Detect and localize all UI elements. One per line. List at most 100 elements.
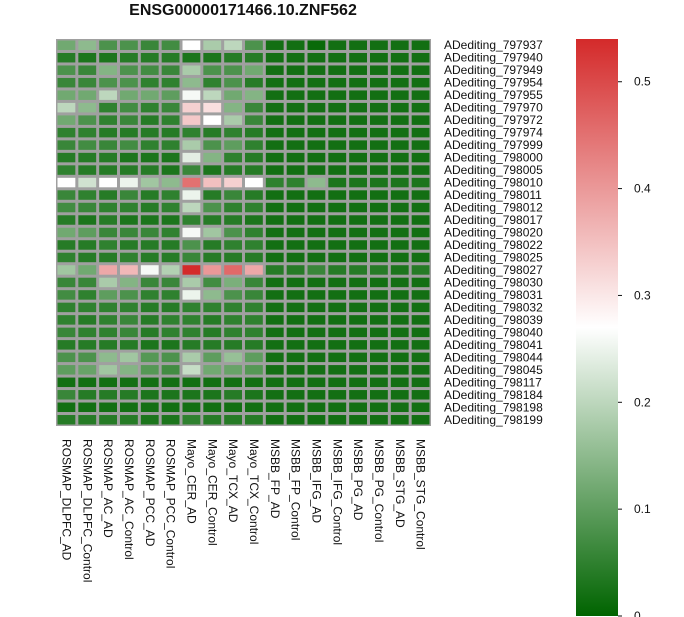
heatmap-cell bbox=[307, 152, 326, 163]
heatmap-cell bbox=[203, 202, 222, 213]
heatmap-cell bbox=[245, 177, 263, 188]
colorbar-tick-label: 0 bbox=[634, 609, 641, 617]
heatmap-cell bbox=[245, 140, 263, 150]
heatmap-cell bbox=[161, 327, 180, 338]
heatmap-cell bbox=[161, 40, 180, 50]
heatmap-cell bbox=[140, 315, 159, 325]
heatmap-cell bbox=[78, 390, 97, 400]
heatmap-cell bbox=[370, 115, 388, 125]
heatmap-cell bbox=[328, 177, 347, 188]
heatmap-cell bbox=[140, 202, 159, 213]
heatmap-cell bbox=[370, 340, 388, 350]
heatmap-cell bbox=[182, 90, 201, 100]
heatmap-cell bbox=[161, 265, 180, 275]
heatmap-cell bbox=[203, 302, 222, 313]
heatmap-cell bbox=[203, 252, 222, 263]
heatmap-cell bbox=[182, 315, 201, 325]
heatmap-cell bbox=[370, 327, 388, 338]
heatmap-cell bbox=[349, 390, 367, 400]
heatmap-cell bbox=[390, 302, 409, 313]
heatmap-cell bbox=[328, 102, 347, 113]
heatmap-cell bbox=[390, 340, 409, 350]
heatmap-cell bbox=[245, 227, 263, 238]
heatmap-cell bbox=[307, 240, 326, 250]
heatmap-cell bbox=[349, 315, 367, 325]
heatmap-cell bbox=[140, 215, 159, 225]
heatmap-cell bbox=[370, 365, 388, 375]
colorbar-gradient bbox=[576, 39, 618, 616]
heatmap-cell bbox=[286, 390, 305, 400]
row-label: ADediting_798041 bbox=[444, 338, 543, 352]
heatmap-cell bbox=[286, 40, 305, 50]
heatmap-cell bbox=[390, 177, 409, 188]
heatmap-cell bbox=[182, 77, 201, 88]
heatmap-cell bbox=[78, 102, 97, 113]
heatmap-cell bbox=[245, 215, 263, 225]
heatmap-cell bbox=[411, 415, 430, 425]
row-label: ADediting_798030 bbox=[444, 275, 543, 289]
row-label: ADediting_797940 bbox=[444, 51, 543, 65]
heatmap-cell bbox=[224, 290, 242, 300]
heatmap-cell bbox=[370, 77, 388, 88]
heatmap-cell bbox=[203, 102, 222, 113]
heatmap-cell bbox=[78, 165, 97, 175]
heatmap-cell bbox=[390, 215, 409, 225]
heatmap-cell bbox=[245, 40, 263, 50]
heatmap-cell bbox=[182, 65, 201, 75]
heatmap-cell bbox=[182, 140, 201, 150]
chart-title: ENSG00000171466.10.ZNF562 bbox=[129, 2, 357, 19]
heatmap-cell bbox=[370, 302, 388, 313]
heatmap-cell bbox=[307, 252, 326, 263]
heatmap-cell bbox=[370, 52, 388, 63]
heatmap-cell bbox=[99, 115, 117, 125]
heatmap-cell bbox=[411, 127, 430, 138]
heatmap-cell bbox=[411, 77, 430, 88]
row-label: ADediting_798000 bbox=[444, 151, 543, 165]
heatmap-cell bbox=[328, 40, 347, 50]
heatmap-cell bbox=[307, 190, 326, 200]
heatmap-cell bbox=[140, 77, 159, 88]
heatmap-cell bbox=[78, 352, 97, 363]
column-label: ROSMAP_DLPFC_Control bbox=[80, 439, 94, 582]
heatmap-cell bbox=[161, 390, 180, 400]
heatmap-cell bbox=[328, 415, 347, 425]
heatmap-cell bbox=[57, 90, 76, 100]
heatmap-cell bbox=[120, 202, 138, 213]
heatmap-cell bbox=[328, 352, 347, 363]
heatmap-cell bbox=[286, 227, 305, 238]
heatmap-cell bbox=[57, 327, 76, 338]
heatmap-cell bbox=[224, 402, 242, 413]
heatmap-cell bbox=[120, 340, 138, 350]
heatmap-cell bbox=[57, 290, 76, 300]
heatmap-cell bbox=[120, 215, 138, 225]
heatmap-cell bbox=[265, 290, 284, 300]
heatmap-cell bbox=[224, 327, 242, 338]
heatmap-cell bbox=[140, 40, 159, 50]
heatmap-cell bbox=[120, 40, 138, 50]
row-label: ADediting_798027 bbox=[444, 263, 543, 277]
column-label: ROSMAP_PCC_AD bbox=[143, 439, 157, 547]
heatmap-cell bbox=[411, 352, 430, 363]
heatmap-cell bbox=[99, 315, 117, 325]
heatmap-cell bbox=[120, 177, 138, 188]
colorbar-ticks: 0 0.1 0.2 0.3 0.4 0.5 bbox=[618, 75, 651, 617]
heatmap-cell bbox=[120, 377, 138, 388]
heatmap-cell bbox=[182, 402, 201, 413]
colorbar-tick-label: 0.5 bbox=[634, 75, 651, 89]
heatmap-cell bbox=[224, 52, 242, 63]
heatmap-cell bbox=[57, 390, 76, 400]
heatmap-cell bbox=[328, 115, 347, 125]
heatmap-cell bbox=[120, 290, 138, 300]
heatmap-cell bbox=[161, 227, 180, 238]
heatmap-cell bbox=[78, 190, 97, 200]
heatmap-cell bbox=[328, 402, 347, 413]
heatmap-cell bbox=[390, 227, 409, 238]
heatmap-cell bbox=[182, 265, 201, 275]
heatmap-cell bbox=[245, 190, 263, 200]
heatmap-cell bbox=[390, 90, 409, 100]
heatmap-cell bbox=[265, 415, 284, 425]
heatmap-cell bbox=[99, 365, 117, 375]
heatmap-cell bbox=[57, 252, 76, 263]
row-label: ADediting_798031 bbox=[444, 288, 543, 302]
heatmap-cell bbox=[224, 90, 242, 100]
